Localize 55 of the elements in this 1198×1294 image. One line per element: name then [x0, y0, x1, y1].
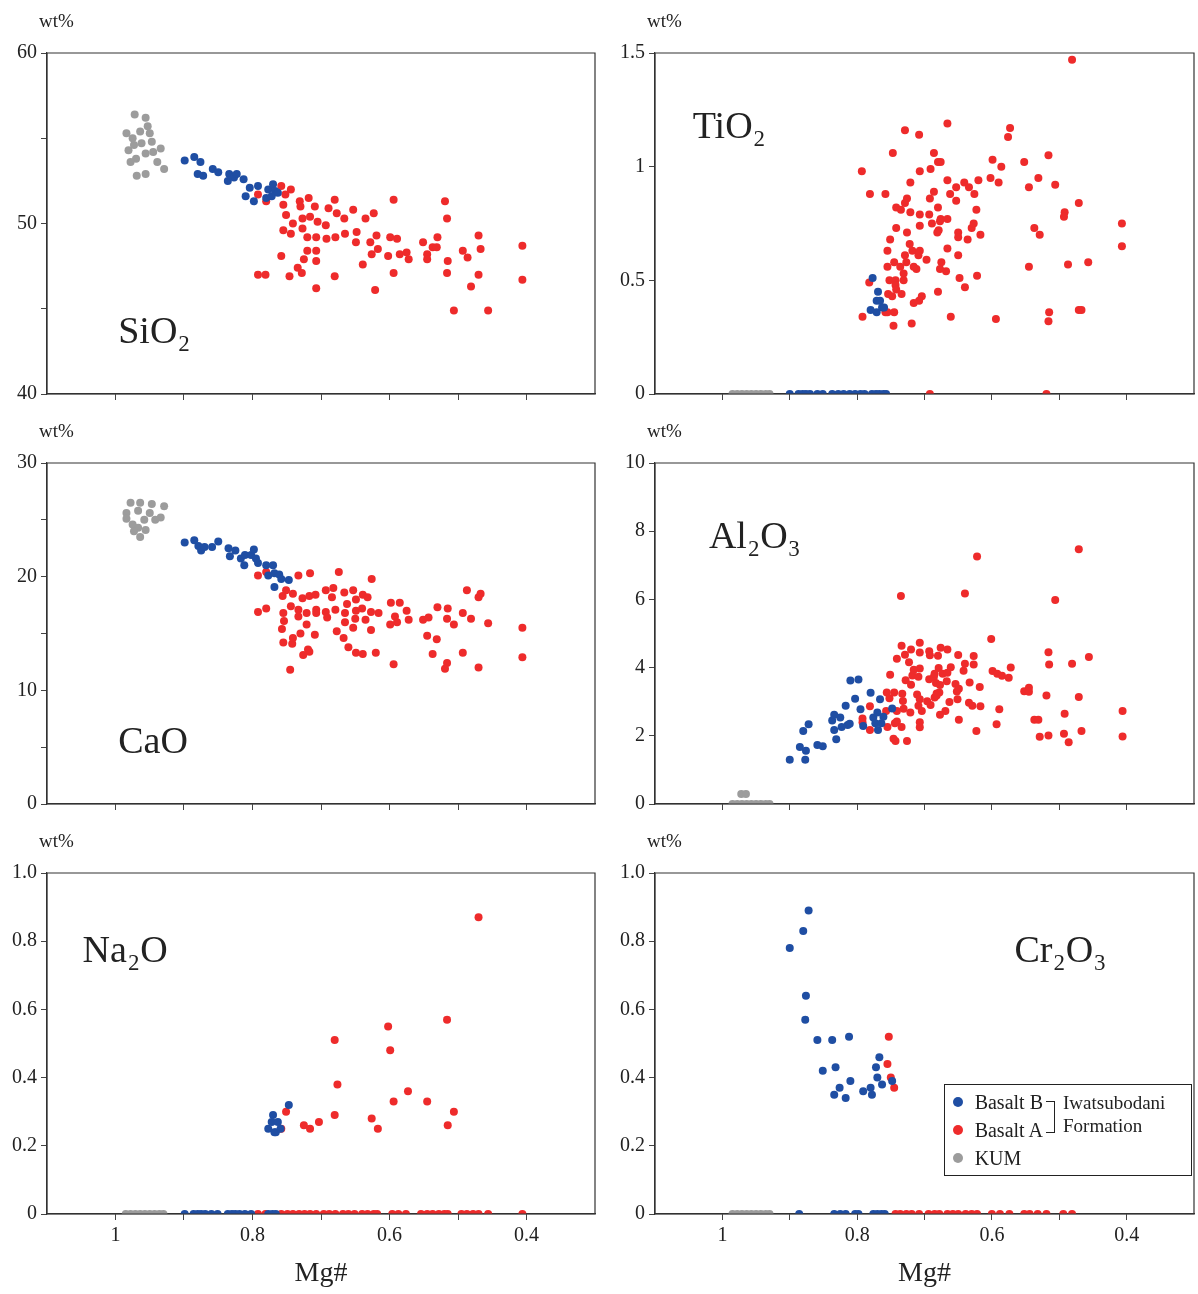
- y-axis-title: wt%: [39, 420, 74, 441]
- y-tick-label: 1.0: [620, 860, 645, 883]
- y-tick-label: 0.4: [620, 1064, 645, 1087]
- y-tick-label: 20: [17, 563, 37, 586]
- y-tick-label: 0: [27, 791, 37, 814]
- legend-label: Basalt B: [974, 1090, 1043, 1114]
- x-axis-title: Mg#: [898, 1255, 951, 1287]
- y-tick-label: 2: [635, 723, 645, 746]
- y-axis-title: wt%: [647, 420, 682, 441]
- text: TiO₂: [692, 104, 766, 147]
- y-tick-label: 0.6: [12, 996, 37, 1019]
- y-tick-label: 0: [635, 381, 645, 404]
- text: CaO: [118, 718, 188, 761]
- y-tick-label: 0: [27, 1201, 37, 1224]
- y-tick-label: 50: [17, 210, 37, 233]
- x-axis-title: Mg#: [294, 1255, 348, 1287]
- y-axis-title: wt%: [39, 830, 74, 851]
- y-tick-label: 0.8: [12, 928, 37, 951]
- y-tick-label: 10: [17, 677, 37, 700]
- y-tick-label: 8: [635, 518, 645, 541]
- y-tick-label: 0: [635, 791, 645, 814]
- y-tick-label: 0: [635, 1201, 645, 1224]
- y-tick-label: 6: [635, 586, 645, 609]
- y-tick-label: 60: [17, 40, 37, 63]
- x-tick-label: 1: [717, 1223, 728, 1246]
- y-tick-label: 1.0: [12, 860, 37, 883]
- x-tick-label: 1: [110, 1223, 121, 1246]
- y-tick-label: 0.5: [620, 267, 645, 290]
- y-axis-title: wt%: [647, 830, 682, 851]
- y-tick-label: 0.4: [12, 1064, 37, 1087]
- y-tick-label: 0.2: [620, 1133, 645, 1156]
- legend-label: Basalt A: [974, 1118, 1043, 1142]
- text: Na₂O: [82, 927, 168, 970]
- y-tick-label: 10: [625, 450, 645, 473]
- x-tick-label: 0.6: [377, 1223, 402, 1246]
- y-axis-title: wt%: [647, 10, 682, 31]
- y-tick-label: 4: [635, 654, 645, 677]
- text: Cr₂O₃: [1014, 927, 1107, 970]
- x-tick-label: 0.8: [844, 1223, 870, 1246]
- annotation: Iwatsubodani Formation: [1063, 1091, 1167, 1137]
- y-tick-label: 1: [635, 153, 645, 176]
- y-axis-title: wt%: [39, 10, 74, 31]
- y-tick-label: 0.6: [620, 996, 645, 1019]
- text: Al₂O₃: [708, 514, 801, 557]
- text: SiO₂: [118, 308, 191, 351]
- x-tick-label: 0.4: [514, 1223, 539, 1246]
- y-tick-label: 40: [17, 381, 37, 404]
- y-tick-label: 0.8: [620, 928, 645, 951]
- x-tick-label: 0.6: [979, 1223, 1005, 1246]
- y-tick-label: 0.2: [12, 1133, 37, 1156]
- x-tick-label: 0.8: [240, 1223, 265, 1246]
- legend-label: KUM: [974, 1146, 1022, 1170]
- y-tick-label: 30: [17, 450, 37, 473]
- x-tick-label: 0.4: [1114, 1223, 1140, 1246]
- y-tick-label: 1.5: [620, 40, 645, 63]
